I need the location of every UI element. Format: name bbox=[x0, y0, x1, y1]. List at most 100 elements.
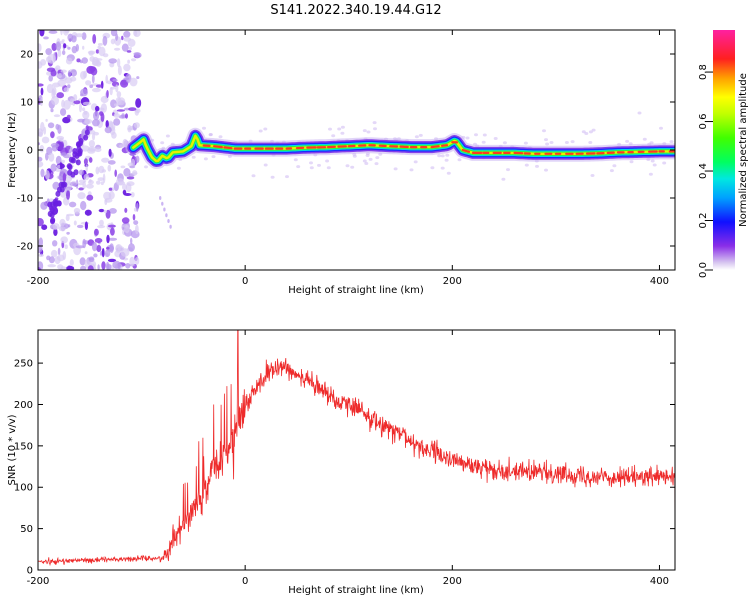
noise-blob bbox=[108, 208, 117, 214]
faint-blob bbox=[549, 141, 554, 144]
faint-blob bbox=[437, 154, 442, 158]
faint-blob bbox=[625, 139, 630, 143]
noise-blob bbox=[123, 193, 132, 196]
noise-blob bbox=[121, 43, 129, 52]
noise-blob bbox=[47, 53, 56, 64]
noise-blob bbox=[95, 49, 100, 54]
noise-blob bbox=[78, 179, 87, 184]
noise-blob bbox=[40, 168, 45, 178]
faint-blob bbox=[570, 140, 575, 144]
noise-blob bbox=[65, 214, 70, 222]
ridge-core bbox=[430, 145, 440, 149]
faint-blob bbox=[648, 172, 653, 176]
noise-blob bbox=[90, 67, 98, 76]
noise-blob bbox=[123, 63, 131, 72]
faint-blob bbox=[642, 137, 647, 141]
noise-blob bbox=[76, 224, 84, 229]
noise-blob bbox=[96, 180, 101, 185]
noise-blob bbox=[59, 186, 65, 193]
noise-blob bbox=[102, 35, 108, 46]
colorbar-gradient bbox=[713, 30, 735, 270]
faint-blob bbox=[285, 175, 289, 179]
noise-blob bbox=[57, 124, 62, 134]
faint-blob bbox=[650, 159, 655, 163]
faint-blob bbox=[584, 132, 589, 135]
noise-blob bbox=[103, 191, 112, 200]
noise-blob bbox=[95, 84, 103, 88]
noise-blob bbox=[120, 79, 129, 88]
noise-blob bbox=[78, 187, 84, 191]
noise-blob bbox=[107, 164, 112, 172]
noise-blob bbox=[57, 247, 61, 256]
faint-blob bbox=[159, 196, 162, 200]
noise-blob bbox=[52, 240, 58, 247]
noise-blob bbox=[101, 157, 110, 163]
noise-blob bbox=[67, 84, 71, 89]
x-tick-label: -200 bbox=[27, 576, 50, 587]
noise-blob bbox=[97, 43, 103, 46]
noise-blob bbox=[129, 165, 136, 169]
noise-blob bbox=[60, 30, 63, 36]
noise-blob bbox=[53, 114, 61, 118]
faint-blob bbox=[169, 224, 172, 229]
noise-blob bbox=[38, 142, 41, 146]
noise-blob bbox=[66, 213, 75, 217]
noise-blob bbox=[41, 136, 50, 144]
y-tick-label: 200 bbox=[14, 400, 33, 411]
noise-blob bbox=[117, 246, 125, 252]
faint-blob bbox=[542, 129, 546, 133]
faint-blob bbox=[191, 155, 196, 159]
noise-blob bbox=[68, 156, 74, 163]
noise-blob bbox=[84, 118, 93, 125]
noise-blob bbox=[132, 214, 136, 221]
colorbar: 0.0 0.2 0.4 0.6 0.8 Normalized spectral ampl… bbox=[698, 30, 749, 278]
noise-blob bbox=[51, 43, 57, 51]
faint-blob bbox=[629, 160, 634, 164]
noise-blob bbox=[50, 217, 56, 224]
noise-blob bbox=[64, 244, 68, 249]
ridge-core bbox=[461, 148, 471, 153]
faint-blob bbox=[263, 127, 268, 131]
y-tick-label: 50 bbox=[20, 524, 33, 535]
x-tick-label: 200 bbox=[443, 576, 462, 587]
noise-blob bbox=[80, 93, 84, 97]
noise-blob bbox=[97, 225, 106, 229]
faint-blob bbox=[251, 174, 256, 178]
noise-blob bbox=[126, 181, 135, 187]
faint-blob bbox=[669, 140, 674, 144]
faint-blob bbox=[202, 126, 206, 130]
noise-blob bbox=[113, 103, 119, 107]
x-tick-label: 400 bbox=[650, 276, 669, 287]
noise-blob bbox=[93, 131, 99, 136]
faint-blob bbox=[372, 121, 377, 125]
noise-blob bbox=[66, 181, 71, 185]
noise-blob bbox=[66, 190, 70, 200]
faint-blob bbox=[446, 171, 451, 175]
noise-blob bbox=[40, 201, 48, 210]
noise-blob bbox=[87, 265, 94, 270]
noise-blob bbox=[94, 147, 102, 153]
noise-blob bbox=[73, 94, 78, 102]
noise-blob bbox=[93, 253, 98, 258]
noise-blob bbox=[58, 73, 62, 79]
noise-blob bbox=[72, 151, 78, 158]
faint-blob bbox=[345, 164, 350, 168]
noise-blob bbox=[49, 206, 55, 213]
noise-blob bbox=[127, 127, 133, 131]
faint-blob bbox=[457, 158, 462, 162]
noise-blob bbox=[45, 118, 48, 122]
noise-blob bbox=[101, 261, 106, 270]
faint-blob bbox=[659, 126, 663, 130]
faint-blob bbox=[413, 160, 418, 164]
noise-blob bbox=[48, 75, 53, 82]
faint-blob bbox=[523, 141, 528, 145]
noise-blob bbox=[56, 135, 65, 141]
faint-blob bbox=[493, 137, 498, 140]
noise-blob bbox=[133, 122, 140, 129]
faint-blob bbox=[325, 159, 330, 163]
noise-blob bbox=[114, 169, 117, 177]
spectrogram-noise-region bbox=[38, 30, 674, 270]
spectrogram-panel: -200 0 200 400 -20 -10 0 10 20 Height of straigh… bbox=[7, 29, 676, 296]
noise-blob bbox=[97, 264, 100, 270]
